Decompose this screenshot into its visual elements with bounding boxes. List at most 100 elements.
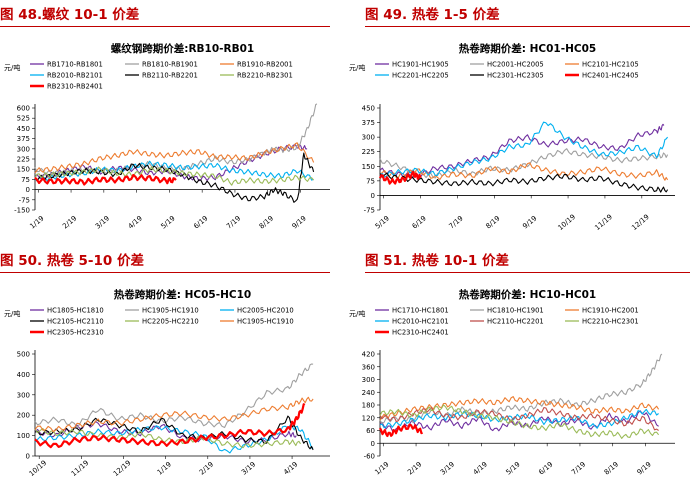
x-tick-label: 9/19 bbox=[521, 214, 538, 230]
series-line bbox=[34, 396, 314, 433]
chart: 热卷跨期价差: HC10-HC01 元/吨 HC1710-HC1801 HC1810-… bbox=[349, 288, 675, 477]
legend-label: HC2110-HC2201 bbox=[487, 318, 544, 326]
x-tick-label: 12/19 bbox=[630, 213, 651, 232]
y-tick-label: 0 bbox=[26, 453, 30, 461]
legend-label: HC1810-HC1901 bbox=[487, 307, 544, 315]
chart: 热卷跨期价差: HC01-HC05 元/吨 HC1901-HC1905 HC2001-… bbox=[349, 42, 675, 232]
x-tick-label: 6/19 bbox=[411, 214, 428, 230]
x-tick-label: 6/19 bbox=[192, 214, 209, 230]
legend-label: RB1910-RB2001 bbox=[237, 61, 293, 69]
y-tick-label: 180 bbox=[362, 402, 375, 410]
x-tick-label: 9/19 bbox=[291, 214, 308, 230]
series-line bbox=[379, 123, 665, 179]
series-line bbox=[34, 363, 314, 429]
y-tick-label: 600 bbox=[17, 105, 30, 113]
y-tick-label: 150 bbox=[17, 166, 30, 174]
panel-hrc-1-5: 图 49. 热卷 1-5 价差 热卷跨期价差: HC01-HC05 元/吨 HC19… bbox=[345, 0, 690, 245]
legend-label: HC2205-HC2210 bbox=[142, 318, 199, 326]
chart-title: 螺纹钢跨期价差:RB10-RB01 bbox=[111, 42, 254, 55]
y-tick-label: 500 bbox=[17, 351, 30, 359]
y-tick-label: 450 bbox=[17, 125, 30, 133]
x-tick-label: 4/19 bbox=[127, 214, 144, 230]
legend-label: HC1901-HC1905 bbox=[392, 61, 449, 69]
legend-label: HC1905-HC1910 bbox=[142, 307, 199, 315]
y-tick-label: 0 bbox=[371, 440, 375, 448]
series-line bbox=[379, 410, 659, 432]
legend-label: RB2110-RB2201 bbox=[142, 72, 198, 80]
panel-rebar-10-1: 图 48.螺纹 10-1 价差 螺纹钢跨期价差:RB10-RB01 元/吨 RB17… bbox=[0, 0, 345, 245]
y-axis-label: 元/吨 bbox=[4, 309, 20, 318]
x-tick-label: 3/19 bbox=[439, 460, 456, 476]
series-line bbox=[379, 353, 663, 424]
legend-label: RB2310-RB2401 bbox=[47, 83, 103, 91]
y-axis-label: 元/吨 bbox=[349, 309, 365, 318]
y-tick-label: 420 bbox=[362, 351, 375, 359]
y-tick-label: 300 bbox=[362, 134, 375, 142]
y-tick-label: 120 bbox=[362, 414, 375, 422]
legend-label: RB2010-RB2101 bbox=[47, 72, 103, 80]
series-line bbox=[34, 173, 177, 186]
x-tick-label: 11/19 bbox=[593, 213, 614, 232]
x-tick-label: 8/19 bbox=[603, 460, 620, 476]
x-tick-label: 10/19 bbox=[28, 459, 49, 478]
figure-caption: 图 48.螺纹 10-1 价差 bbox=[0, 0, 330, 30]
y-tick-label: 375 bbox=[17, 135, 30, 143]
figure-caption: 图 49. 热卷 1-5 价差 bbox=[365, 0, 690, 30]
legend-label: HC2305-HC2310 bbox=[47, 329, 104, 337]
y-tick-label: 225 bbox=[17, 156, 30, 164]
x-tick-label: 2/19 bbox=[198, 460, 215, 476]
legend-label: HC1805-HC1810 bbox=[47, 307, 104, 315]
figure-caption: 图 50. 热卷 5-10 价差 bbox=[0, 246, 330, 276]
y-axis-label: 元/吨 bbox=[4, 63, 20, 72]
x-tick-label: 7/19 bbox=[225, 214, 242, 230]
y-tick-label: 300 bbox=[17, 145, 30, 153]
y-tick-label: 0 bbox=[26, 186, 30, 194]
x-tick-label: 5/19 bbox=[505, 460, 522, 476]
y-axis-label: 元/吨 bbox=[349, 63, 365, 72]
series-line bbox=[379, 408, 659, 429]
legend-label: HC1710-HC1801 bbox=[392, 307, 449, 315]
chart-title: 热卷跨期价差: HC05-HC10 bbox=[114, 288, 251, 301]
series-line bbox=[34, 142, 315, 174]
y-tick-label: 60 bbox=[366, 427, 375, 435]
y-tick-label: 200 bbox=[17, 412, 30, 420]
y-tick-label: 100 bbox=[17, 432, 30, 440]
x-tick-label: 8/19 bbox=[484, 214, 501, 230]
x-tick-label: 6/19 bbox=[537, 460, 554, 476]
legend-label: HC2301-HC2305 bbox=[487, 72, 544, 80]
y-tick-label: 525 bbox=[17, 115, 30, 123]
y-tick-label: 360 bbox=[362, 363, 375, 371]
y-tick-label: 400 bbox=[17, 371, 30, 379]
x-tick-label: 1/19 bbox=[373, 460, 390, 476]
x-tick-label: 9/19 bbox=[636, 460, 653, 476]
chart-title: 热卷跨期价差: HC01-HC05 bbox=[459, 42, 596, 55]
y-tick-label: 300 bbox=[362, 376, 375, 384]
y-tick-label: -60 bbox=[364, 453, 375, 461]
legend-label: HC1910-HC2001 bbox=[582, 307, 639, 315]
legend-label: RB2210-RB2301 bbox=[237, 72, 293, 80]
y-tick-label: 375 bbox=[362, 119, 375, 127]
legend-label: HC2210-HC2301 bbox=[582, 318, 639, 326]
x-tick-label: 3/19 bbox=[94, 214, 111, 230]
series-line bbox=[34, 103, 318, 177]
series-line bbox=[34, 152, 315, 203]
panel-hrc-10-1: 图 51. 热卷 10-1 价差 热卷跨期价差: HC10-HC01 元/吨 HC1… bbox=[345, 246, 690, 491]
legend-label: HC2005-HC2010 bbox=[237, 307, 294, 315]
legend-label: HC2010-HC2101 bbox=[392, 318, 449, 326]
x-tick-label: 4/19 bbox=[472, 460, 489, 476]
legend-label: HC2201-HC2205 bbox=[392, 72, 449, 80]
figure-caption: 图 51. 热卷 10-1 价差 bbox=[365, 246, 690, 276]
legend-label: HC2310-HC2401 bbox=[392, 329, 449, 337]
y-tick-label: 450 bbox=[362, 105, 375, 113]
legend-label: HC1905-HC1910 bbox=[237, 318, 294, 326]
x-tick-label: 5/19 bbox=[160, 214, 177, 230]
chart: 螺纹钢跨期价差:RB10-RB01 元/吨 RB1710-RB1801 RB1810-… bbox=[4, 42, 330, 231]
x-tick-label: 7/19 bbox=[570, 460, 587, 476]
y-tick-label: -75 bbox=[19, 196, 30, 204]
x-tick-label: 12/19 bbox=[112, 459, 133, 478]
x-tick-label: 2/19 bbox=[61, 214, 78, 230]
legend-label: HC2001-HC2005 bbox=[487, 61, 544, 69]
chart-title: 热卷跨期价差: HC10-HC01 bbox=[459, 288, 596, 301]
x-tick-label: 3/19 bbox=[240, 460, 257, 476]
y-tick-label: 75 bbox=[21, 176, 30, 184]
